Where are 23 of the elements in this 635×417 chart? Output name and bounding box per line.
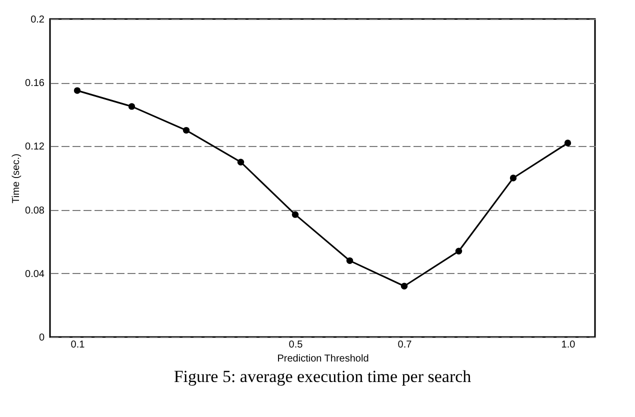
y-tick-label: 0.04 bbox=[25, 268, 45, 280]
point bbox=[400, 282, 408, 290]
y-tick-label: 0.16 bbox=[25, 78, 45, 90]
x-tick-label: 1.0 bbox=[561, 340, 576, 350]
y-tick-label: 0.12 bbox=[25, 142, 45, 153]
point bbox=[182, 126, 190, 134]
point bbox=[510, 174, 517, 182]
x-tick-label: 0.1 bbox=[70, 340, 86, 350]
x-tick-label: 0.5 bbox=[288, 340, 304, 350]
point bbox=[564, 140, 572, 146]
point bbox=[455, 248, 462, 254]
point bbox=[74, 87, 81, 94]
caption: Figure 5: average execution time per search bbox=[174, 367, 472, 386]
y-tick-label: 0 bbox=[38, 332, 45, 344]
point bbox=[346, 257, 354, 264]
point bbox=[237, 158, 244, 166]
point bbox=[292, 211, 299, 218]
y-axis-title: Time (sec.) bbox=[11, 154, 22, 204]
x-tick-label: 0.7 bbox=[398, 340, 412, 350]
point bbox=[128, 103, 136, 110]
y-tick-label: 0.08 bbox=[25, 205, 45, 216]
x-axis-title: Prediction Threshold bbox=[277, 354, 369, 364]
y-tick-label: 0.2 bbox=[30, 14, 45, 26]
